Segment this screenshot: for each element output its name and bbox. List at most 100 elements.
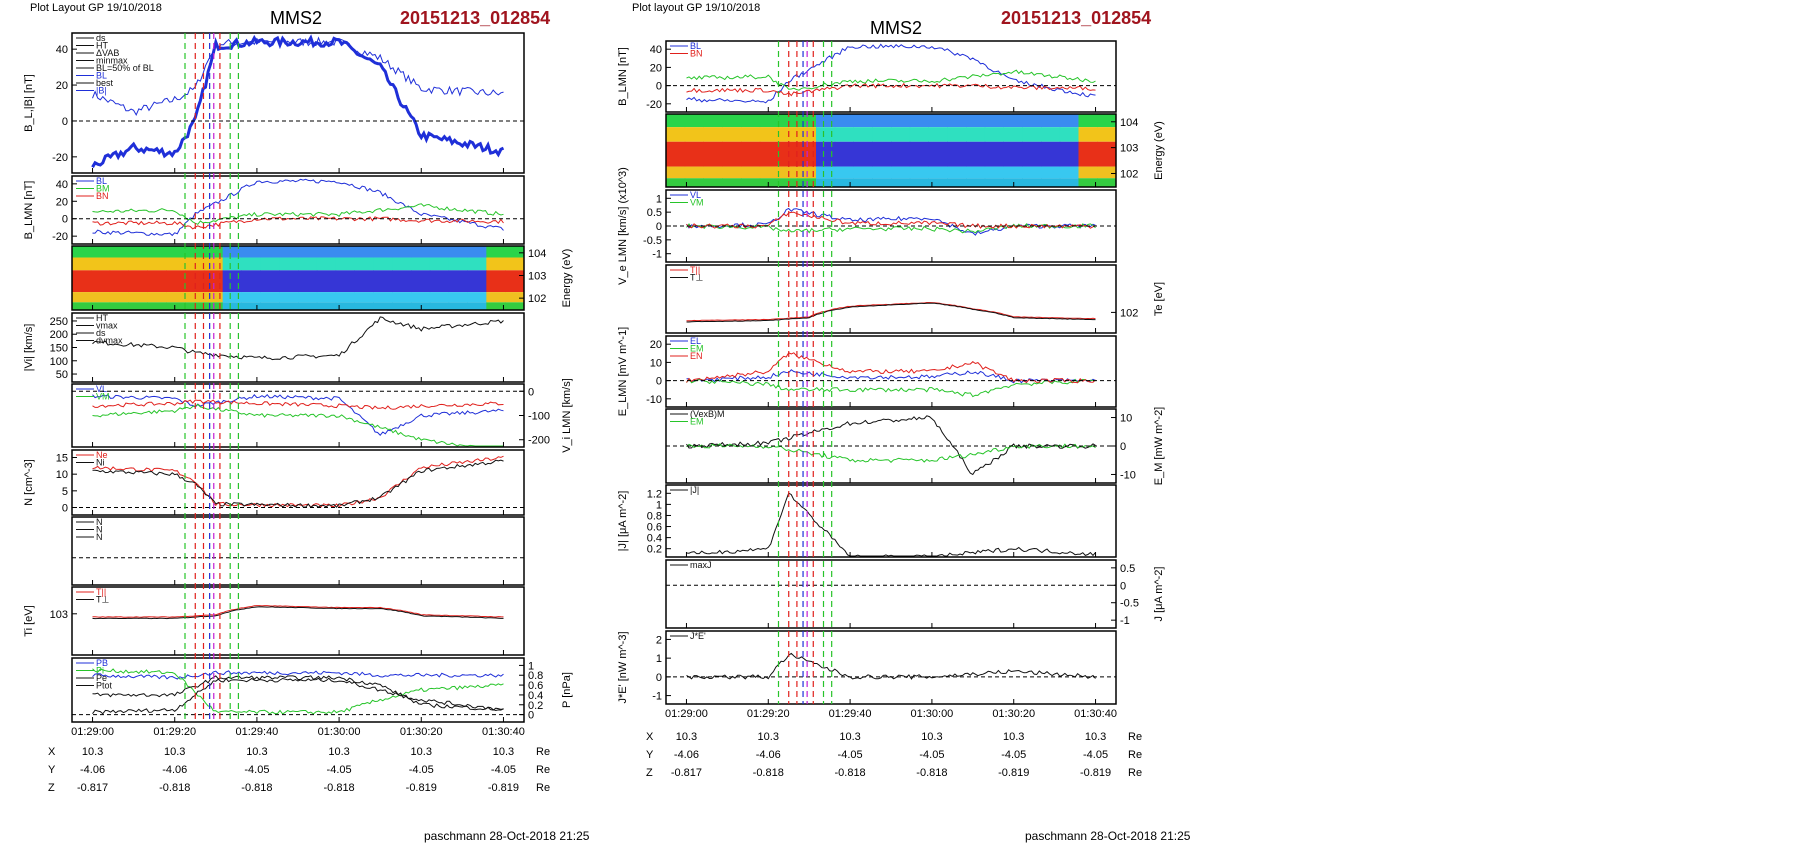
right-panel-2-heat-cell [834, 166, 854, 179]
right-panel-2-heat-cell [947, 141, 967, 167]
right-time-tick-label: 01:29:00 [665, 708, 708, 720]
left-panel-3-heat-cell [128, 292, 148, 303]
left-panel-5-series-vl [92, 393, 504, 436]
left-panel-5-ytick-label: 0 [528, 386, 534, 398]
left-coord-unit: Re [536, 746, 550, 758]
left-panel-2-series-bl [92, 178, 504, 237]
right-coord-label-z: Z [646, 767, 653, 779]
right-panel-3-series-vn [686, 211, 1096, 229]
right-panel-1-ytick-label: 40 [650, 44, 662, 56]
left-panel-3-heat-cell [260, 292, 280, 303]
right-coord-value-y: -4.05 [1001, 749, 1026, 761]
right-panel-2-heat-cell [853, 178, 873, 187]
left-panel-1-series-bl-best [91, 34, 505, 168]
left-panel-5-legend-label: VM [96, 392, 110, 402]
right-panel-2-heat-cell [966, 166, 986, 179]
left-panel-3-heat-cell [411, 257, 431, 271]
right-panel-7-ytick-label: 1.2 [647, 488, 662, 500]
right-panel-2-heat-cell [947, 178, 967, 187]
left-panel-8-legend-label: T|| [96, 587, 106, 597]
right-panel-2-heat-cell [666, 178, 686, 187]
left-coord-value-y: -4.06 [162, 764, 187, 776]
right-panel-8-ylabel: J [μA m^-2] [1153, 567, 1165, 622]
left-panel-9-legend-label: PB [96, 658, 108, 668]
left-panel-2-ytick-label: 20 [56, 196, 68, 208]
right-panel-2-heat-cell [1059, 127, 1079, 142]
left-panel-3-heat-cell [222, 270, 242, 293]
right-panel-2-heat-cell [1041, 141, 1061, 167]
right-panel-5-series-en [686, 352, 1096, 384]
right-panel-2-heat-cell [966, 178, 986, 187]
right-panel-2-heat-cell [853, 127, 873, 142]
right-panel-2-heat-cell [1097, 114, 1117, 128]
left-panel-6-ytick-label: 5 [62, 486, 68, 498]
left-panel-1-ytick-label: 0 [62, 116, 68, 128]
right-panel-2-heat-cell [909, 114, 929, 128]
left-panel-2-ytick-label: 0 [62, 214, 68, 226]
left-panel-3-heat-cell [429, 302, 450, 310]
right-panel-2-heat-cell [778, 166, 798, 179]
left-panel-3-heat-cell [316, 257, 337, 271]
right-panel-8-ytick-label: 0 [1120, 580, 1126, 592]
left-panel-2-frame [71, 175, 525, 245]
left-panel-1-legend-label: ds [96, 33, 106, 43]
left-panel-5-series-vn [92, 399, 504, 410]
left-panel-3-heat-cell [448, 292, 468, 303]
left-panel-1-legend-label: ΔVAB [96, 48, 119, 58]
right-panel-3-series-vm [686, 223, 1096, 234]
right-panel-2-heat-cell [666, 114, 686, 128]
right-panel-2-frame [665, 113, 1117, 188]
right-panel-2-heat-cell [1059, 141, 1079, 167]
left-panel-5-ytick-label: -100 [528, 411, 550, 423]
left-panel-3-heat-cell [279, 302, 299, 310]
left-panel-4-legend-label: ds [96, 328, 106, 338]
right-panel-2-heat-cell [1059, 178, 1079, 187]
right-panel-2-heat-cell [966, 127, 986, 142]
left-coord-unit: Re [536, 764, 550, 776]
left-panel-3-heat-cell [222, 302, 242, 310]
left-panel-2-ylabel: B_LMN [nT] [23, 181, 35, 240]
right-panel-7-ytick-label: 0.2 [647, 544, 662, 556]
right-coord-value-y: -4.06 [756, 749, 781, 761]
right-panel-2-heat-cell [666, 127, 686, 142]
left-panel-3-heat-cell [373, 246, 393, 258]
left-panel-3-heat-cell [486, 270, 506, 293]
right-panel-2-heat-cell [928, 141, 948, 167]
right-panel-2-heat-cell [1003, 114, 1023, 128]
right-panel-1-ylabel: B_LMN [nT] [617, 47, 629, 106]
right-panel-2-heat-cell [741, 178, 761, 187]
right-panel-2-heat-cell [872, 178, 892, 187]
right-panel-6-ytick-label: -10 [1120, 469, 1136, 481]
left-panel-3-heat-cell [185, 270, 205, 293]
left-panel-3-heat-cell [147, 257, 167, 271]
right-panel-2-heat-cell [909, 141, 929, 167]
right-panel-4-frame [665, 264, 1117, 334]
left-panel-3-heat-cell [166, 302, 186, 310]
right-panel-5-legend-label: EM [690, 344, 704, 354]
right-panel-2-heat-cell [853, 141, 873, 167]
right-panel-2-heat-cell [1003, 166, 1023, 179]
right-panel-9-ytick-label: 0 [656, 672, 662, 684]
right-panel-2-heat-cell [703, 114, 723, 128]
right-coord-label-x: X [646, 731, 654, 743]
right-panel-2-heat-cell [778, 127, 798, 142]
left-panel-3-heat-cell [72, 292, 92, 303]
left-panel-3-heat-cell [298, 292, 318, 303]
left-panel-3-heat-cell [335, 292, 355, 303]
left-panel-3-heat-cell [448, 270, 468, 293]
right-panel-5-ytick-label: -10 [646, 394, 662, 406]
right-panel-2-ytick-label: 104 [1120, 117, 1138, 129]
right-layout-label: Plot layout GP 19/10/2018 [632, 2, 761, 14]
left-panel-3-heat-cell [392, 270, 412, 293]
left-coord-value-z: -0.818 [323, 782, 354, 794]
left-panel-3-heat-cell [72, 257, 92, 271]
left-coord-value-z: -0.819 [406, 782, 437, 794]
left-panel-3-heat-cell [316, 246, 337, 258]
left-panel-3-heat-cell [147, 246, 167, 258]
right-panel-2-heat-cell [722, 141, 742, 167]
right-panel-2-heat-cell [778, 178, 798, 187]
left-panel-9-ytick-label: 0.6 [528, 680, 543, 692]
right-panel-2-heat-cell [1059, 114, 1079, 128]
right-coord-label-y: Y [646, 749, 654, 761]
